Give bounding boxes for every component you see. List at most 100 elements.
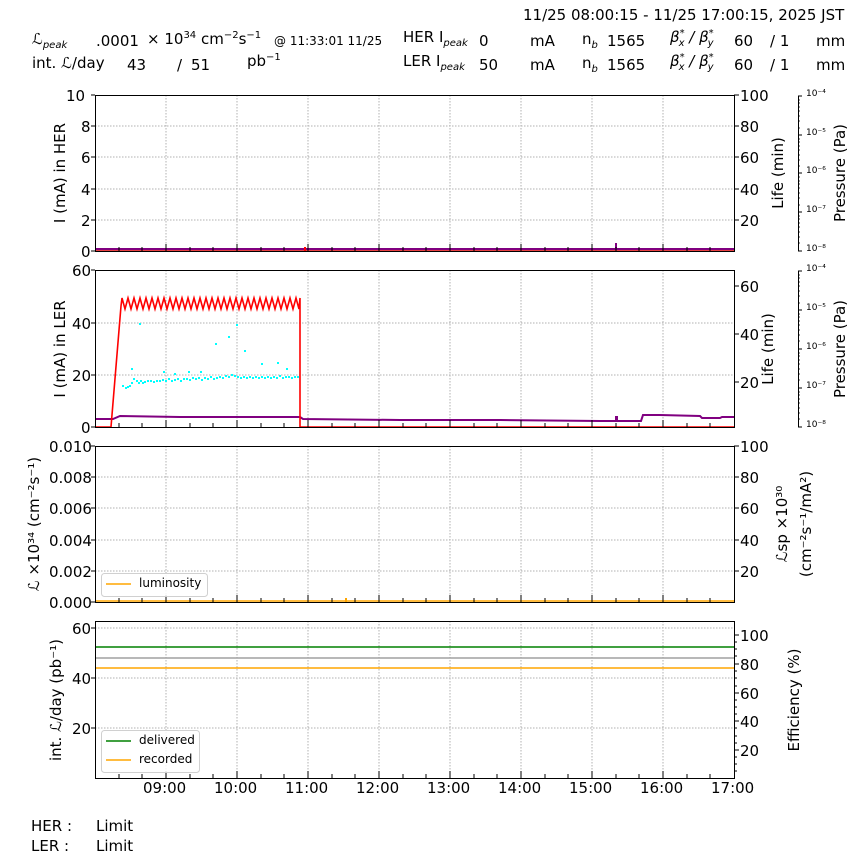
ler-ipeak-label: LER Ipeak xyxy=(403,52,465,73)
lsp-ytick: 40 xyxy=(740,532,760,550)
intl-unit: pb−1 xyxy=(247,52,281,70)
luminosity-legend-frame xyxy=(101,573,208,597)
x-tick-label: 12:00 xyxy=(356,779,400,797)
lsp-ytick: 20 xyxy=(740,563,760,581)
her-series xyxy=(95,243,734,252)
eff-ytick: 20 xyxy=(740,742,760,760)
lum-ytick: 0.010 xyxy=(49,438,92,456)
intl-ylabel: int. ℒ/day (pb⁻¹) xyxy=(47,639,65,761)
lum-ytick: 0.008 xyxy=(49,469,92,487)
lum-ytick: 0.006 xyxy=(49,500,92,518)
her-beta-y: / 1 xyxy=(770,32,790,50)
lum-ylabel: ℒ ×10³⁴ (cm⁻²s⁻¹) xyxy=(25,456,43,592)
efficiency-label: Efficiency (%) xyxy=(785,648,803,752)
lsp-ytick: 60 xyxy=(740,500,760,518)
ler-ipeak-value: 50 xyxy=(479,56,499,74)
intl-recorded: 43 xyxy=(127,56,147,74)
legend-luminosity: luminosity xyxy=(139,576,202,590)
ler-ipeak-unit: mA xyxy=(530,56,555,74)
lum-ytick: 0.004 xyxy=(49,532,92,550)
ler-ytick: 20 xyxy=(72,367,92,385)
eff-ytick: 100 xyxy=(740,627,769,645)
her-ytick: 10 xyxy=(66,87,86,105)
ler-life-ytick: 40 xyxy=(740,326,760,344)
ler-pressure-label: Pressure (Pa) xyxy=(831,299,849,399)
footer-ler-label: LER : xyxy=(31,837,70,855)
ler-series xyxy=(95,294,734,428)
her-life-ytick: 60 xyxy=(740,149,760,167)
intl-ytick: 40 xyxy=(72,670,92,688)
x-tick-label: 11:00 xyxy=(285,779,329,797)
legend-delivered: delivered xyxy=(139,733,195,747)
her-beta-label: β*x / β*y xyxy=(670,28,714,49)
her-ipeak-value: 0 xyxy=(479,32,489,50)
her-beta-x: 60 xyxy=(734,32,754,50)
ler-beta-y: / 1 xyxy=(770,56,790,74)
her-ytick: 2 xyxy=(81,212,91,230)
x-tick-label: 13:00 xyxy=(427,779,471,797)
her-nb-label: nb xyxy=(582,30,598,51)
lsp-ytick: 80 xyxy=(740,469,760,487)
her-pressure-ytick: 10⁻⁴ xyxy=(806,89,826,99)
lum-ytick: 0.000 xyxy=(49,594,92,612)
ler-ytick: 40 xyxy=(72,315,92,333)
her-pressure-ytick: 10⁻⁶ xyxy=(806,166,826,176)
legend-recorded: recorded xyxy=(139,752,193,766)
intl-sep: / xyxy=(177,56,183,74)
her-life-ytick: 80 xyxy=(740,118,760,136)
her-pressure-ytick: 10⁻⁵ xyxy=(806,128,826,138)
x-tick-label: 14:00 xyxy=(498,779,542,797)
footer-her-label: HER : xyxy=(31,817,73,835)
ler-beta-label: β*x / β*y xyxy=(670,52,714,73)
ler-nb-value: 1565 xyxy=(607,56,646,74)
her-life-ytick: 40 xyxy=(740,181,760,199)
ler-life-ytick: 60 xyxy=(740,278,760,296)
footer-her-status: Limit xyxy=(96,817,134,835)
her-life-ytick: 100 xyxy=(740,87,769,105)
lsp-unit-label: (cm⁻²s⁻¹/mA²) xyxy=(797,470,815,578)
ler-life-label: Life (min) xyxy=(759,313,777,385)
her-beta-unit: mm xyxy=(816,32,846,50)
her-ytick: 8 xyxy=(81,118,91,136)
footer-ler-status: Limit xyxy=(96,837,134,855)
her-life-ytick: 20 xyxy=(740,212,760,230)
intl-label: int. ℒ/day xyxy=(32,54,105,72)
lpeak-unit: × 1034 cm−2s−1 xyxy=(147,30,262,48)
x-tick-label: 10:00 xyxy=(214,779,258,797)
ler-beta-unit: mm xyxy=(816,56,846,74)
ler-life-ytick: 20 xyxy=(740,374,760,392)
ler-pressure-ytick: 10⁻⁶ xyxy=(806,342,826,352)
her-ylabel: I (mA) in HER xyxy=(51,122,69,224)
x-tick-label: 17:00 xyxy=(711,779,755,797)
her-ipeak-label: HER Ipeak xyxy=(403,28,468,49)
pressure-axes xyxy=(798,95,802,428)
grid xyxy=(95,95,734,778)
ler-nb-label: nb xyxy=(582,54,598,75)
ler-pressure-ytick: 10⁻⁸ xyxy=(806,420,826,430)
x-tick-label: 09:00 xyxy=(143,779,187,797)
her-ytick: 0 xyxy=(81,243,91,261)
intl-delivered: 51 xyxy=(191,56,211,74)
time-range: 11/25 08:00:15 - 11/25 17:00:15, 2025 JS… xyxy=(523,6,845,24)
lpeak-value: .0001 xyxy=(96,32,139,50)
her-life-label: Life (min) xyxy=(769,137,787,209)
luminosity-series xyxy=(95,598,734,602)
eff-ytick: 40 xyxy=(740,713,760,731)
intl-series xyxy=(95,646,734,669)
eff-ytick: 80 xyxy=(740,656,760,674)
ler-beta-x: 60 xyxy=(734,56,754,74)
intl-ytick: 20 xyxy=(72,720,92,738)
intl-ytick: 60 xyxy=(72,620,92,638)
lsp-label: ℒsp ×10³⁰ xyxy=(773,485,791,563)
x-tick-label: 15:00 xyxy=(569,779,613,797)
her-ipeak-unit: mA xyxy=(530,32,555,50)
lum-ytick: 0.002 xyxy=(49,563,92,581)
lpeak-label: ℒpeak xyxy=(32,30,68,51)
her-pressure-ytick: 10⁻⁸ xyxy=(806,244,826,254)
lpeak-timestamp: @ 11:33:01 11/25 xyxy=(274,34,383,48)
her-pressure-label: Pressure (Pa) xyxy=(831,123,849,223)
ler-pressure-ytick: 10⁻⁷ xyxy=(806,381,826,391)
her-ytick: 6 xyxy=(81,149,91,167)
axes-frames xyxy=(95,95,735,779)
ler-ylabel: I (mA) in LER xyxy=(51,300,69,398)
